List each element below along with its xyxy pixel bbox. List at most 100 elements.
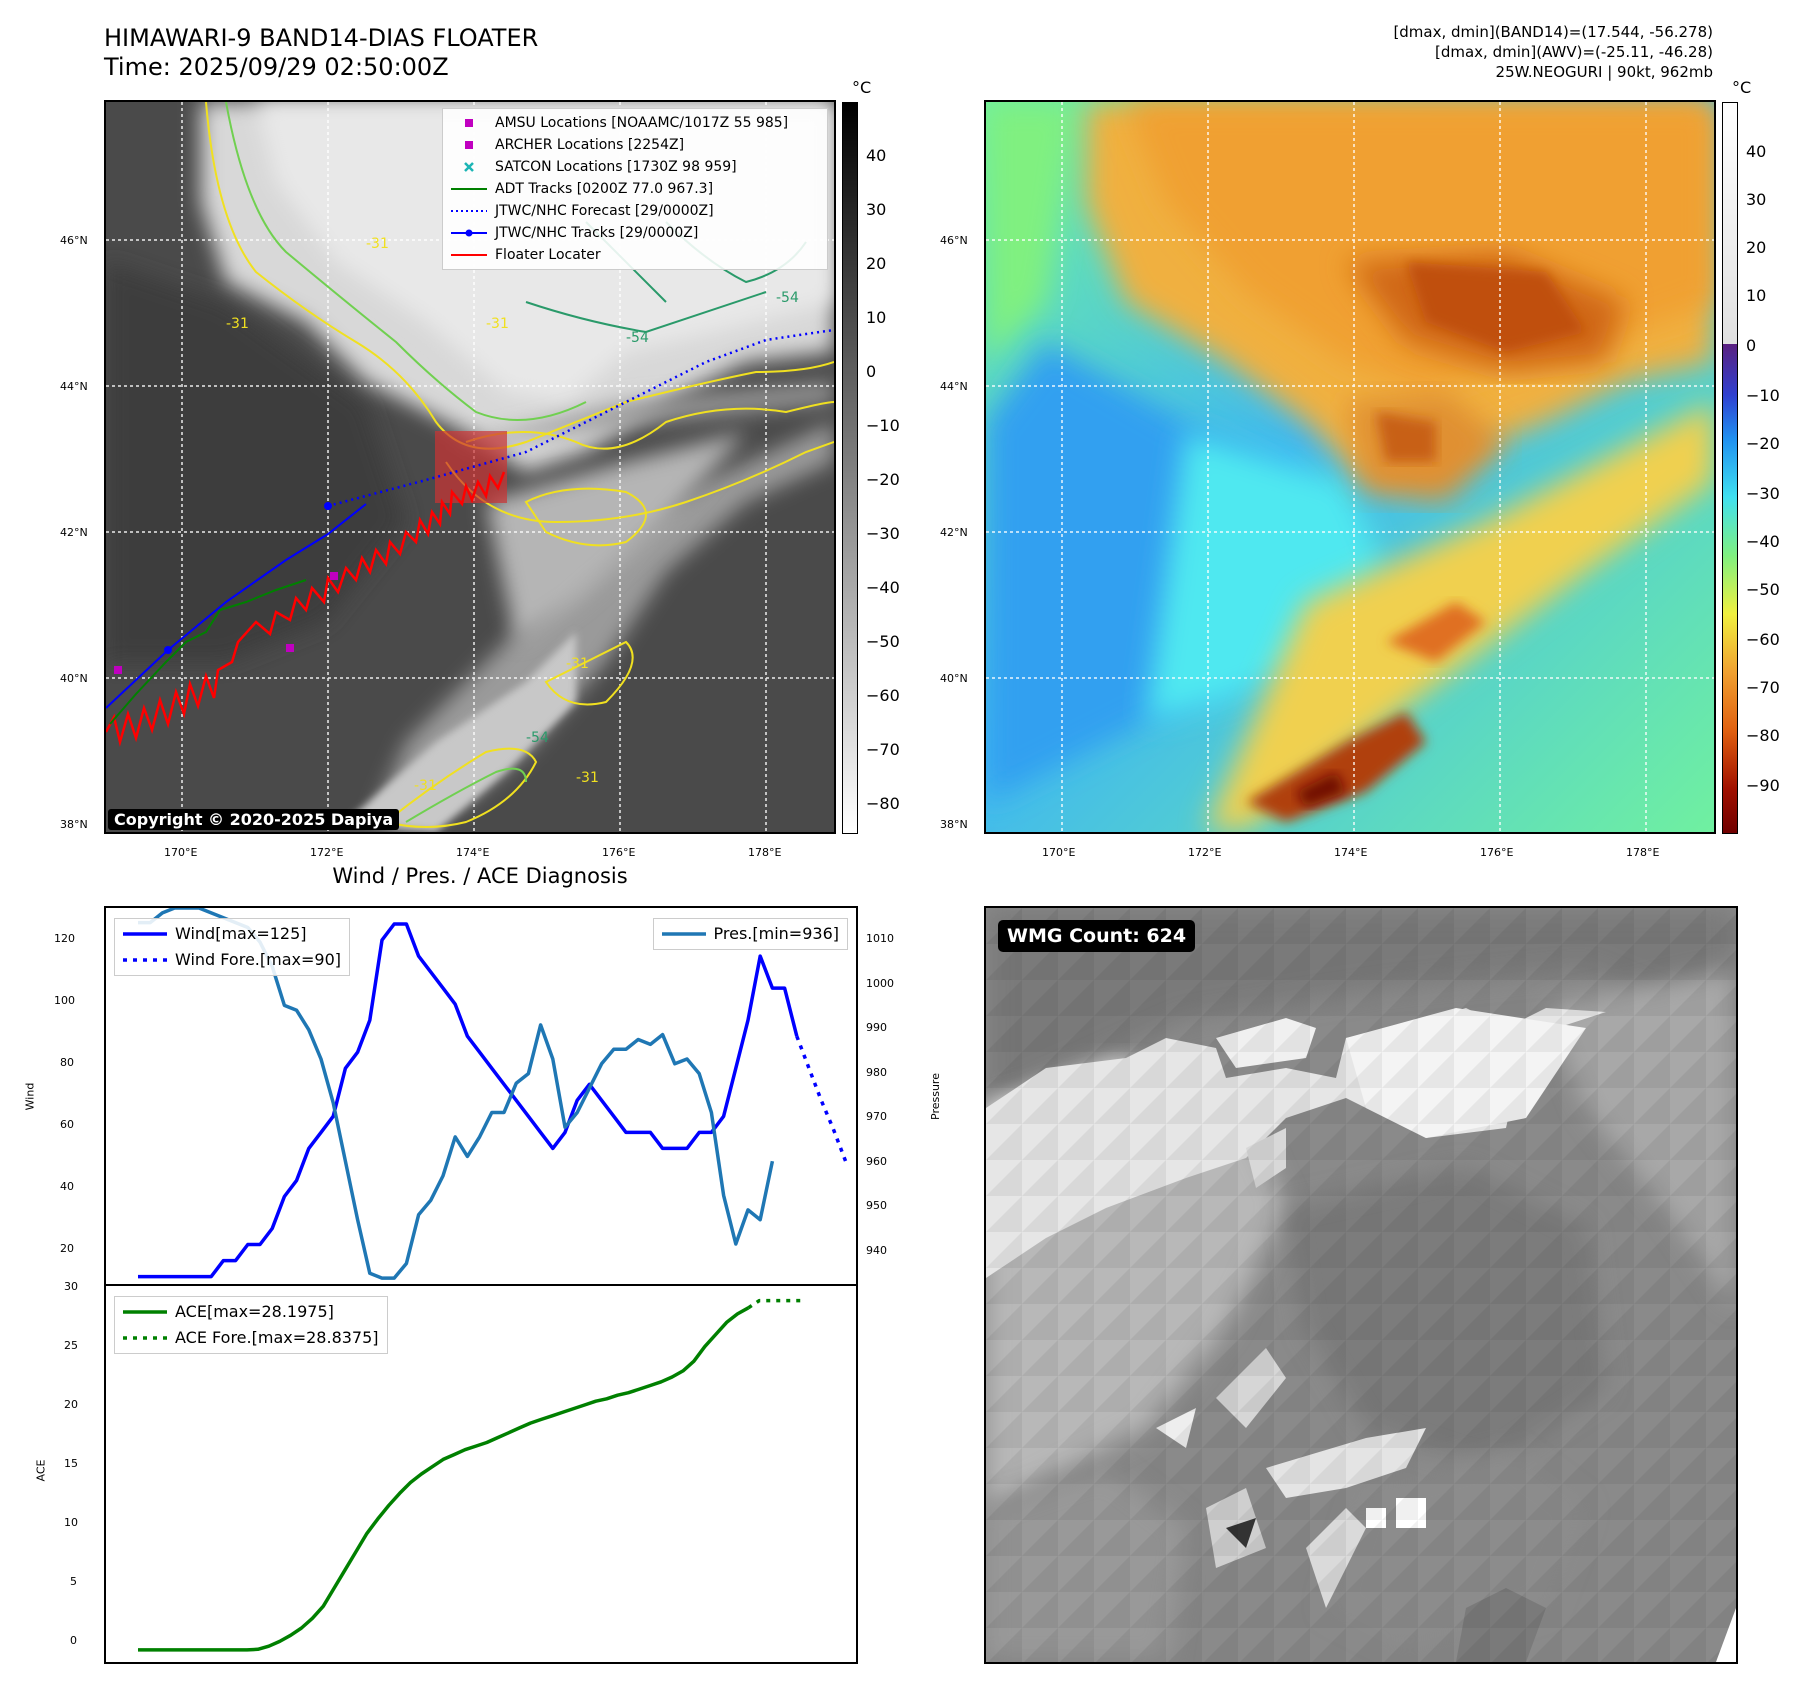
colorbar-tick: −30 bbox=[1746, 484, 1780, 503]
ace-tick: 5 bbox=[70, 1575, 77, 1588]
colorbar-tick: 10 bbox=[1746, 286, 1767, 305]
colorbar-tick: −40 bbox=[866, 578, 900, 597]
legend-label: Pres.[min=936] bbox=[713, 924, 839, 943]
pressure-tick: 1010 bbox=[866, 932, 894, 945]
legend-label: ARCHER Locations [2254Z] bbox=[495, 137, 685, 153]
colorbar-tick: 10 bbox=[866, 308, 887, 327]
wind-tick: 80 bbox=[60, 1056, 74, 1069]
wind-tick: 20 bbox=[60, 1242, 74, 1255]
info-line-2: [dmax, dmin](AWV)=(-25.11, -46.28) bbox=[1434, 43, 1713, 61]
copyright-badge: Copyright © 2020-2025 Dapiya bbox=[108, 809, 400, 830]
archer-marker bbox=[330, 572, 338, 580]
colorbar-tick: −40 bbox=[1746, 532, 1780, 551]
colorbar-tick: 40 bbox=[866, 146, 887, 165]
lon-label: 174°E bbox=[1334, 846, 1368, 859]
colorbar-unit: °C bbox=[852, 78, 872, 97]
lon-label: 170°E bbox=[164, 846, 198, 859]
info-line-1: [dmax, dmin](BAND14)=(17.544, -56.278) bbox=[1393, 23, 1713, 41]
colorbar-tick: 20 bbox=[866, 254, 887, 273]
legend-label: ADT Tracks [0200Z 77.0 967.3] bbox=[495, 181, 714, 197]
legend-item: ARCHER Locations [2254Z] bbox=[451, 134, 819, 156]
ace-tick: 25 bbox=[64, 1339, 78, 1352]
ace-tick: 30 bbox=[64, 1280, 78, 1293]
colorbar-tick: −20 bbox=[1746, 434, 1780, 453]
contour-label: -54 bbox=[776, 290, 799, 306]
ace-forecast-line bbox=[747, 1298, 803, 1310]
colorbar-tick: −10 bbox=[866, 416, 900, 435]
color-map-panel bbox=[984, 100, 1716, 834]
gray-colorbar bbox=[842, 102, 858, 834]
pressure-tick: 1000 bbox=[866, 977, 894, 990]
legend-item: Floater Locater bbox=[451, 244, 819, 266]
wind-tick: 100 bbox=[54, 994, 75, 1007]
lon-label: 176°E bbox=[1480, 846, 1514, 859]
lat-label: 38°N bbox=[60, 818, 88, 831]
colorbar-tick: 30 bbox=[1746, 190, 1767, 209]
legend-label: ACE[max=28.1975] bbox=[175, 1302, 334, 1321]
wind-series-line bbox=[138, 922, 799, 1279]
figure-title: HIMAWARI-9 BAND14-DIAS FLOATER Time: 202… bbox=[104, 24, 538, 82]
legend-item: JTWC/NHC Tracks [29/0000Z] bbox=[451, 222, 819, 244]
lat-label: 42°N bbox=[60, 526, 88, 539]
colorbar-tick: −70 bbox=[866, 740, 900, 759]
colorbar-tick: −70 bbox=[1746, 678, 1780, 697]
ace-legend: ACE[max=28.1975] ACE Fore.[max=28.8375] bbox=[114, 1296, 388, 1354]
archer-marker bbox=[286, 644, 294, 652]
title-line-1: HIMAWARI-9 BAND14-DIAS FLOATER bbox=[104, 24, 539, 52]
colorbar-tick: 20 bbox=[1746, 238, 1767, 257]
lon-label: 174°E bbox=[456, 846, 490, 859]
lon-label: 178°E bbox=[748, 846, 782, 859]
lat-label: 44°N bbox=[60, 380, 88, 393]
legend-item: ACE Fore.[max=28.8375] bbox=[123, 1325, 379, 1351]
ace-tick: 0 bbox=[70, 1634, 77, 1647]
pressure-tick: 950 bbox=[866, 1199, 887, 1212]
colorbar-tick: −80 bbox=[866, 794, 900, 813]
pressure-axis-label: Pressure bbox=[928, 1073, 942, 1120]
colorbar-tick: 30 bbox=[866, 200, 887, 219]
wind-tick: 60 bbox=[60, 1118, 74, 1131]
contour-label: -31 bbox=[576, 770, 599, 786]
floater-track bbox=[106, 471, 506, 747]
colorbar-tick: −80 bbox=[1746, 726, 1780, 745]
legend-item: ADT Tracks [0200Z 77.0 967.3] bbox=[451, 178, 819, 200]
wmg-count-badge: WMG Count: 624 bbox=[998, 920, 1196, 952]
legend-item: Wind Fore.[max=90] bbox=[123, 947, 341, 973]
diagnosis-title: Wind / Pres. / ACE Diagnosis bbox=[332, 864, 628, 888]
wind-pressure-chart: Wind[max=125] Wind Fore.[max=90] Pres.[m… bbox=[104, 906, 858, 1285]
wind-forecast-line bbox=[795, 1035, 848, 1162]
pressure-legend: Pres.[min=936] bbox=[652, 918, 848, 950]
legend-label: ACE Fore.[max=28.8375] bbox=[175, 1328, 379, 1347]
pressure-tick: 970 bbox=[866, 1110, 887, 1123]
wind-axis-label: Wind bbox=[23, 1082, 37, 1111]
colorbar-tick: −60 bbox=[1746, 630, 1780, 649]
legend-item: Pres.[min=936] bbox=[661, 921, 839, 947]
contour-label: -54 bbox=[626, 330, 649, 346]
contour-label: -54 bbox=[526, 730, 549, 746]
wind-tick: 120 bbox=[54, 932, 75, 945]
jtwc-track bbox=[106, 503, 367, 709]
jtwc-track-point bbox=[164, 646, 172, 654]
wmg-image bbox=[986, 908, 1736, 1662]
legend-label: JTWC/NHC Tracks [29/0000Z] bbox=[495, 225, 699, 241]
lat-label: 40°N bbox=[60, 672, 88, 685]
lat-label: 44°N bbox=[940, 380, 968, 393]
ace-chart: ACE[max=28.1975] ACE Fore.[max=28.8375] bbox=[104, 1284, 858, 1664]
lon-label: 176°E bbox=[602, 846, 636, 859]
lon-label: 172°E bbox=[310, 846, 344, 859]
lat-label: 38°N bbox=[940, 818, 968, 831]
legend-label: JTWC/NHC Forecast [29/0000Z] bbox=[495, 203, 714, 219]
ir-map-panel: -31 -31 -31 -31 -31 -31 -54 -54 -54 bbox=[104, 100, 836, 834]
lat-label: 42°N bbox=[940, 526, 968, 539]
pressure-tick: 940 bbox=[866, 1244, 887, 1257]
colorbar-tick: −10 bbox=[1746, 386, 1780, 405]
colorbar-tick: 0 bbox=[866, 362, 877, 381]
pressure-tick: 960 bbox=[866, 1155, 887, 1168]
legend-label: Floater Locater bbox=[495, 247, 601, 263]
colorbar-tick: −20 bbox=[866, 470, 900, 489]
storm-info: [dmax, dmin](BAND14)=(17.544, -56.278) [… bbox=[1393, 22, 1713, 82]
contour-label: -31 bbox=[566, 656, 589, 672]
ace-tick: 20 bbox=[64, 1398, 78, 1411]
lat-label: 46°N bbox=[940, 234, 968, 247]
legend-label: SATCON Locations [1730Z 98 959] bbox=[495, 159, 737, 175]
legend-label: AMSU Locations [NOAAMC/1017Z 55 985] bbox=[495, 115, 789, 131]
